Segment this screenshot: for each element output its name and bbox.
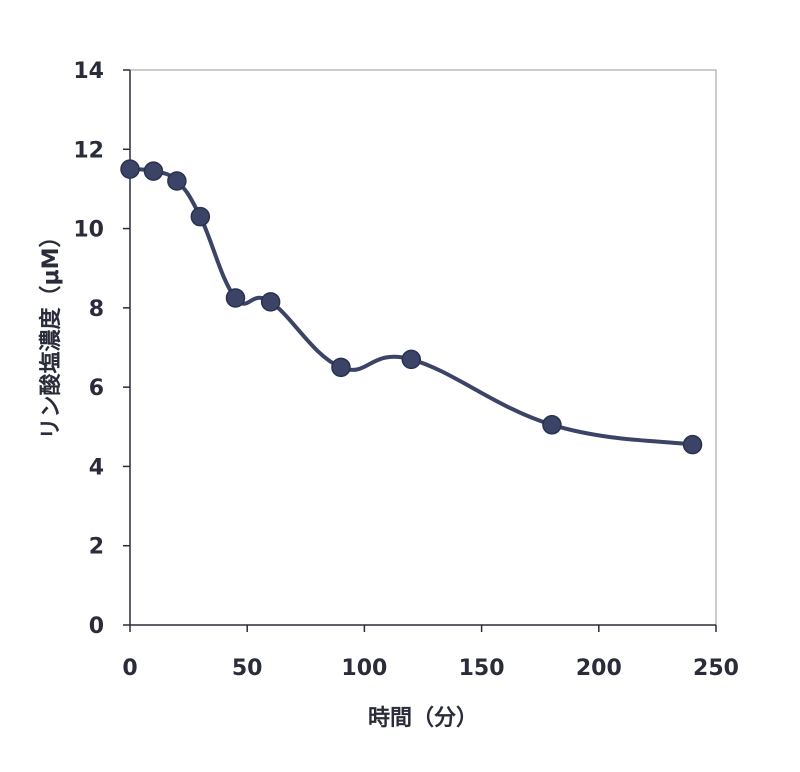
x-tick-label: 250	[693, 656, 739, 681]
x-tick-label: 100	[341, 656, 387, 681]
data-point	[682, 434, 703, 455]
y-axis-ticks: 0 2 4 6 8 10 12 14	[73, 59, 130, 639]
data-point	[143, 161, 164, 181]
series-line	[128, 167, 695, 447]
y-tick-label: 2	[89, 535, 104, 560]
data-point	[190, 206, 211, 227]
data-point	[331, 357, 351, 378]
y-tick-label: 14	[73, 59, 104, 84]
data-point	[225, 288, 246, 308]
x-axis-title: 時間（分）	[368, 706, 478, 731]
y-tick-label: 6	[89, 376, 104, 401]
y-tick-label: 8	[89, 297, 104, 322]
y-tick-label: 4	[89, 455, 104, 480]
y-axis-title: リン酸塩濃度（μM）	[38, 225, 64, 439]
plot-frame	[129, 69, 717, 626]
y-tick-label: 12	[73, 138, 104, 163]
y-tick-label: 0	[89, 614, 104, 639]
data-point	[167, 171, 187, 191]
y-tick-label: 10	[73, 218, 104, 243]
x-tick-label: 50	[232, 656, 263, 681]
series-layer	[120, 159, 703, 455]
data-point	[120, 159, 140, 179]
x-tick-label: 200	[576, 656, 622, 681]
data-point	[542, 415, 562, 435]
data-point	[401, 349, 422, 370]
plot-area	[129, 69, 717, 626]
x-tick-label: 0	[122, 656, 137, 681]
x-axis-ticks: 0 50 100 150 200 250	[122, 625, 739, 681]
data-point	[260, 292, 281, 312]
x-tick-label: 150	[459, 656, 505, 681]
